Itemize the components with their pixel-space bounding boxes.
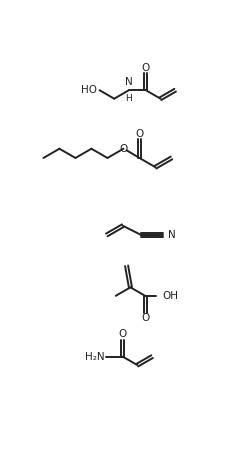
Text: N: N <box>125 77 133 87</box>
Text: OH: OH <box>162 291 178 301</box>
Text: N: N <box>168 230 176 240</box>
Text: O: O <box>119 144 128 154</box>
Text: O: O <box>142 63 150 73</box>
Text: H: H <box>126 94 132 103</box>
Text: HO: HO <box>81 85 97 95</box>
Text: O: O <box>118 329 127 339</box>
Text: H₂N: H₂N <box>85 351 104 362</box>
Text: O: O <box>141 313 149 323</box>
Text: O: O <box>135 129 143 139</box>
